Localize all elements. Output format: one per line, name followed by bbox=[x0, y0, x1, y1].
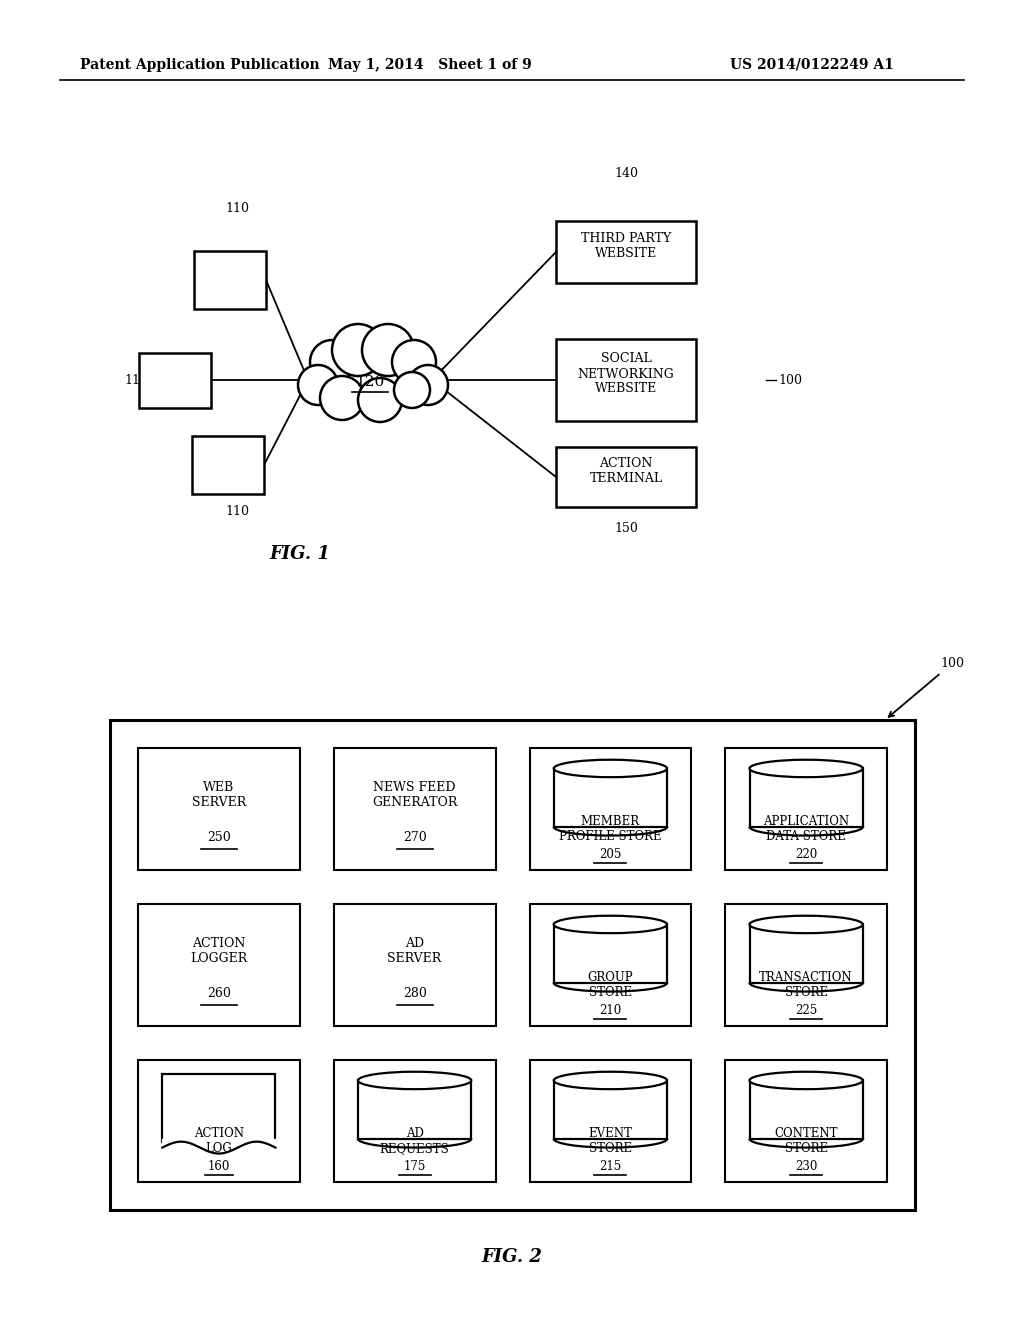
Text: FIG. 1: FIG. 1 bbox=[269, 545, 331, 564]
Text: 280: 280 bbox=[402, 987, 427, 1001]
Ellipse shape bbox=[554, 1072, 667, 1089]
Text: ACTION
LOG: ACTION LOG bbox=[194, 1127, 244, 1155]
Text: 250: 250 bbox=[207, 830, 230, 843]
Bar bbox=[334, 1060, 496, 1181]
Circle shape bbox=[358, 378, 402, 422]
Text: Patent Application Publication: Patent Application Publication bbox=[80, 58, 319, 73]
Ellipse shape bbox=[750, 916, 863, 933]
Bar bbox=[556, 220, 696, 282]
Text: ACTION
LOGGER: ACTION LOGGER bbox=[190, 937, 248, 965]
Ellipse shape bbox=[358, 1072, 471, 1089]
Bar bbox=[725, 904, 887, 1026]
Circle shape bbox=[362, 323, 414, 376]
Bar bbox=[554, 768, 667, 826]
Text: ACTION
TERMINAL: ACTION TERMINAL bbox=[590, 457, 663, 484]
Text: 110: 110 bbox=[225, 202, 249, 215]
Bar bbox=[529, 1060, 691, 1181]
Bar bbox=[750, 768, 863, 826]
Circle shape bbox=[394, 372, 430, 408]
Bar bbox=[193, 436, 264, 494]
Text: EVENT
STORE: EVENT STORE bbox=[589, 1127, 632, 1155]
Text: May 1, 2014   Sheet 1 of 9: May 1, 2014 Sheet 1 of 9 bbox=[328, 58, 531, 73]
Bar bbox=[529, 748, 691, 870]
Text: 215: 215 bbox=[599, 1160, 622, 1173]
Ellipse shape bbox=[554, 916, 667, 933]
Text: SOCIAL
NETWORKING
WEBSITE: SOCIAL NETWORKING WEBSITE bbox=[578, 352, 675, 396]
Text: 210: 210 bbox=[599, 1005, 622, 1016]
Bar bbox=[358, 1081, 471, 1139]
Ellipse shape bbox=[554, 760, 667, 777]
Bar bbox=[334, 748, 496, 870]
Bar bbox=[725, 1060, 887, 1181]
Text: AD
SERVER: AD SERVER bbox=[387, 937, 441, 965]
Text: 220: 220 bbox=[795, 847, 817, 861]
Ellipse shape bbox=[750, 760, 863, 777]
Text: TRANSACTION
STORE: TRANSACTION STORE bbox=[760, 972, 853, 999]
Bar bbox=[334, 904, 496, 1026]
Text: 140: 140 bbox=[614, 168, 638, 180]
Text: 110: 110 bbox=[225, 506, 249, 517]
Text: 270: 270 bbox=[402, 830, 427, 843]
Text: 205: 205 bbox=[599, 847, 622, 861]
Text: 225: 225 bbox=[795, 1005, 817, 1016]
Bar bbox=[725, 748, 887, 870]
Text: CONTENT
STORE: CONTENT STORE bbox=[774, 1127, 838, 1155]
Text: WEB
SERVER: WEB SERVER bbox=[191, 781, 246, 809]
Text: AD
REQUESTS: AD REQUESTS bbox=[380, 1127, 450, 1155]
Text: 260: 260 bbox=[207, 987, 230, 1001]
Bar bbox=[556, 447, 696, 507]
Bar bbox=[554, 924, 667, 983]
Bar bbox=[750, 1081, 863, 1139]
Bar bbox=[529, 904, 691, 1026]
Bar bbox=[138, 748, 300, 870]
Circle shape bbox=[319, 376, 364, 420]
Bar bbox=[138, 1060, 300, 1181]
Bar bbox=[139, 352, 211, 408]
Circle shape bbox=[310, 341, 354, 384]
Bar bbox=[750, 924, 863, 983]
Text: 100: 100 bbox=[889, 657, 964, 717]
Text: 100: 100 bbox=[778, 374, 802, 387]
Text: 175: 175 bbox=[403, 1160, 426, 1173]
Text: 120: 120 bbox=[355, 375, 385, 389]
Bar bbox=[554, 1081, 667, 1139]
Text: THIRD PARTY
WEBSITE: THIRD PARTY WEBSITE bbox=[581, 232, 671, 260]
Circle shape bbox=[332, 323, 384, 376]
Bar bbox=[162, 1074, 275, 1142]
Text: 110: 110 bbox=[124, 374, 148, 387]
Ellipse shape bbox=[750, 1072, 863, 1089]
Circle shape bbox=[408, 366, 449, 405]
Text: GROUP
STORE: GROUP STORE bbox=[588, 972, 633, 999]
Circle shape bbox=[392, 341, 436, 384]
Bar bbox=[110, 719, 915, 1210]
Bar bbox=[194, 251, 266, 309]
Text: APPLICATION
DATA STORE: APPLICATION DATA STORE bbox=[763, 814, 849, 843]
Text: 160: 160 bbox=[208, 1160, 230, 1173]
Text: 150: 150 bbox=[614, 521, 638, 535]
Bar bbox=[556, 339, 696, 421]
Text: US 2014/0122249 A1: US 2014/0122249 A1 bbox=[730, 58, 894, 73]
Text: 230: 230 bbox=[795, 1160, 817, 1173]
Text: FIG. 2: FIG. 2 bbox=[481, 1247, 543, 1266]
Circle shape bbox=[298, 366, 338, 405]
Text: MEMBER
PROFILE STORE: MEMBER PROFILE STORE bbox=[559, 814, 662, 843]
Text: NEWS FEED
GENERATOR: NEWS FEED GENERATOR bbox=[372, 781, 458, 809]
Bar bbox=[138, 904, 300, 1026]
